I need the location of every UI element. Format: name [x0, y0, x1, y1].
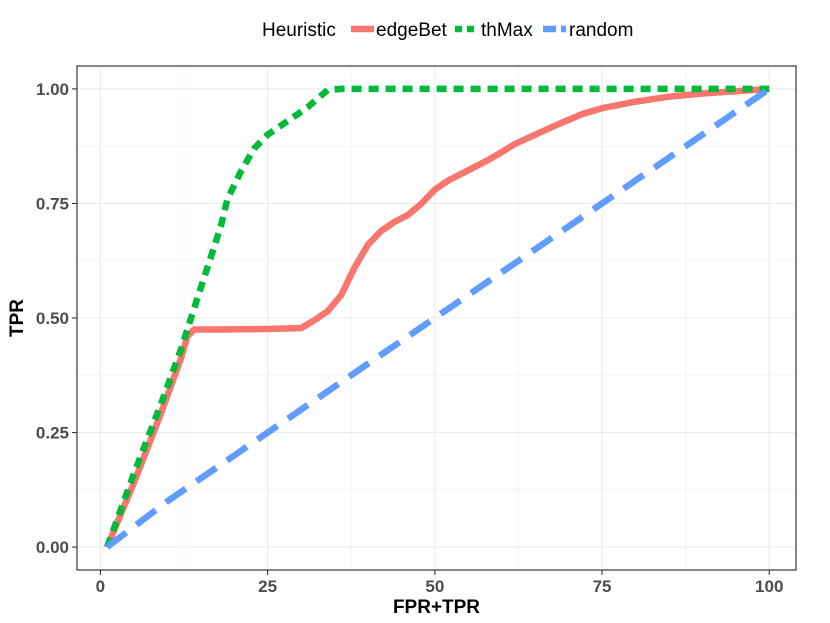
series-line-edgeBet	[104, 85, 770, 549]
y-tick-label: 0.25	[36, 424, 69, 443]
series-line-thMax	[104, 85, 770, 549]
x-tick-label: 25	[258, 577, 277, 596]
legend-label-random: random	[569, 20, 633, 41]
series-line-random	[105, 86, 772, 550]
legend-title: Heuristic	[262, 20, 336, 41]
y-tick-label: 0.75	[36, 194, 69, 213]
x-axis-title: FPR+TPR	[393, 597, 480, 618]
x-tick-label: 75	[593, 577, 612, 596]
x-tick-label: 50	[425, 577, 444, 596]
legend-label-edgeBet: edgeBet	[376, 20, 448, 41]
x-tick-label: 0	[96, 577, 105, 596]
series-layer	[104, 85, 772, 550]
axes: 0 25 50 75 100 0.00 0.25 0.50 0.75 1.00	[36, 80, 784, 596]
legend: Heuristic edgeBet thMax random	[262, 20, 633, 41]
y-tick-label: 0.00	[36, 538, 69, 557]
x-tick-label: 100	[755, 577, 783, 596]
legend-label-thMax: thMax	[481, 20, 533, 41]
y-tick-label: 1.00	[36, 80, 69, 99]
y-tick-label: 0.50	[36, 309, 69, 328]
y-axis-title: TPR	[7, 299, 28, 337]
